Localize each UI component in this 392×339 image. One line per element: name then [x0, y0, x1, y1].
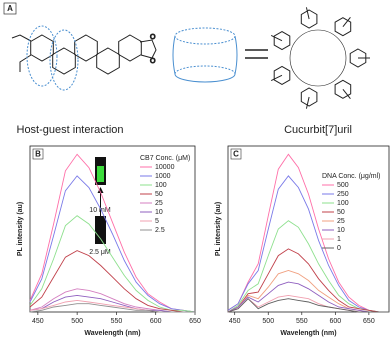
legend-label: 1: [337, 236, 341, 243]
bond: [270, 34, 283, 42]
ring: [74, 34, 98, 62]
x-axis-label: Wavelength (nm): [84, 330, 140, 337]
legend-label: 25: [155, 200, 163, 207]
x-tick-label: 600: [329, 318, 341, 325]
x-tick-label: 500: [262, 318, 274, 325]
ring: [289, 29, 347, 87]
bond: [11, 34, 32, 72]
caption: Cucurbit[7]uril: [284, 124, 352, 136]
legend-title: CB7 Conc. (μM): [140, 155, 190, 162]
ring: [300, 87, 318, 107]
bond: [305, 7, 310, 20]
legend-label: 1000: [155, 173, 171, 180]
spectrum: [29, 215, 196, 313]
legend-label: 250: [337, 191, 349, 198]
legend-label: 500: [337, 182, 349, 189]
ring: [118, 34, 142, 62]
x-tick-label: 450: [229, 318, 241, 325]
panel-label: B: [35, 150, 41, 159]
panel-label: C: [233, 150, 239, 159]
ring: [334, 17, 352, 37]
bond: [342, 17, 351, 28]
spectrum: [227, 175, 389, 313]
atom: O: [150, 34, 156, 41]
spectrum: [29, 294, 195, 313]
plot-frame: [227, 145, 390, 313]
x-tick-label: 500: [71, 318, 83, 325]
ring: [30, 34, 54, 62]
host-outline: [49, 29, 79, 91]
spectrum: [29, 175, 196, 313]
legend-label: 50: [337, 209, 345, 216]
legend-title: DNA Conc. (μg/ml): [322, 173, 381, 180]
ring: [349, 48, 367, 68]
x-tick-label: 450: [32, 318, 44, 325]
bond: [270, 74, 283, 82]
ring: [52, 47, 76, 75]
x-tick-label: 550: [111, 318, 123, 325]
bond: [305, 96, 310, 109]
spectrum: [227, 153, 389, 313]
atom: O: [150, 58, 156, 65]
x-tick-label: 650: [363, 318, 375, 325]
spectrum: [227, 281, 389, 313]
y-axis-label: PL intensity (au): [215, 202, 222, 256]
legend-label: 25: [337, 218, 345, 225]
ring: [334, 79, 352, 99]
caption: Host-guest interaction: [17, 124, 124, 136]
barrel: [172, 27, 238, 83]
inset-label: 10 mM: [89, 207, 111, 214]
vials: [95, 157, 106, 244]
legend-label: 10000: [155, 164, 175, 171]
x-tick-label: 600: [150, 318, 162, 325]
legend-label: 10: [155, 209, 163, 216]
x-tick-label: 550: [296, 318, 308, 325]
legend-label: 10: [337, 227, 345, 234]
legend-label: 2.5: [155, 227, 165, 234]
bond: [342, 88, 351, 99]
spectrum: [29, 250, 195, 313]
inset-label: 2.5 μM: [89, 249, 111, 256]
panel-label-box: [230, 148, 242, 160]
panel-label-box: [32, 148, 44, 160]
legend-label: 100: [155, 182, 167, 189]
ring: [273, 65, 291, 85]
spectrum: [227, 248, 389, 313]
panel-label: A: [7, 4, 13, 13]
y-axis-label: PL intensity (au): [17, 202, 24, 256]
spectrum: [29, 303, 195, 313]
ring: [300, 9, 318, 29]
ring: [96, 47, 120, 75]
plot-frame: [29, 145, 196, 313]
structures: OO: [11, 7, 370, 109]
legend-label: 0: [337, 245, 341, 252]
spectrum: [227, 298, 389, 313]
spectrum: [29, 153, 196, 313]
x-axis-label: Wavelength (nm): [280, 330, 336, 337]
legend-label: 50: [155, 191, 163, 198]
legend-label: 100: [337, 200, 349, 207]
legend-label: 5: [155, 218, 159, 225]
spectrum: [227, 270, 389, 313]
host-outline: [26, 25, 58, 87]
panel-label-box: [3, 2, 17, 15]
x-tick-label: 650: [189, 318, 201, 325]
bond: [139, 39, 157, 59]
equals: [245, 49, 268, 59]
ring: [273, 31, 291, 51]
